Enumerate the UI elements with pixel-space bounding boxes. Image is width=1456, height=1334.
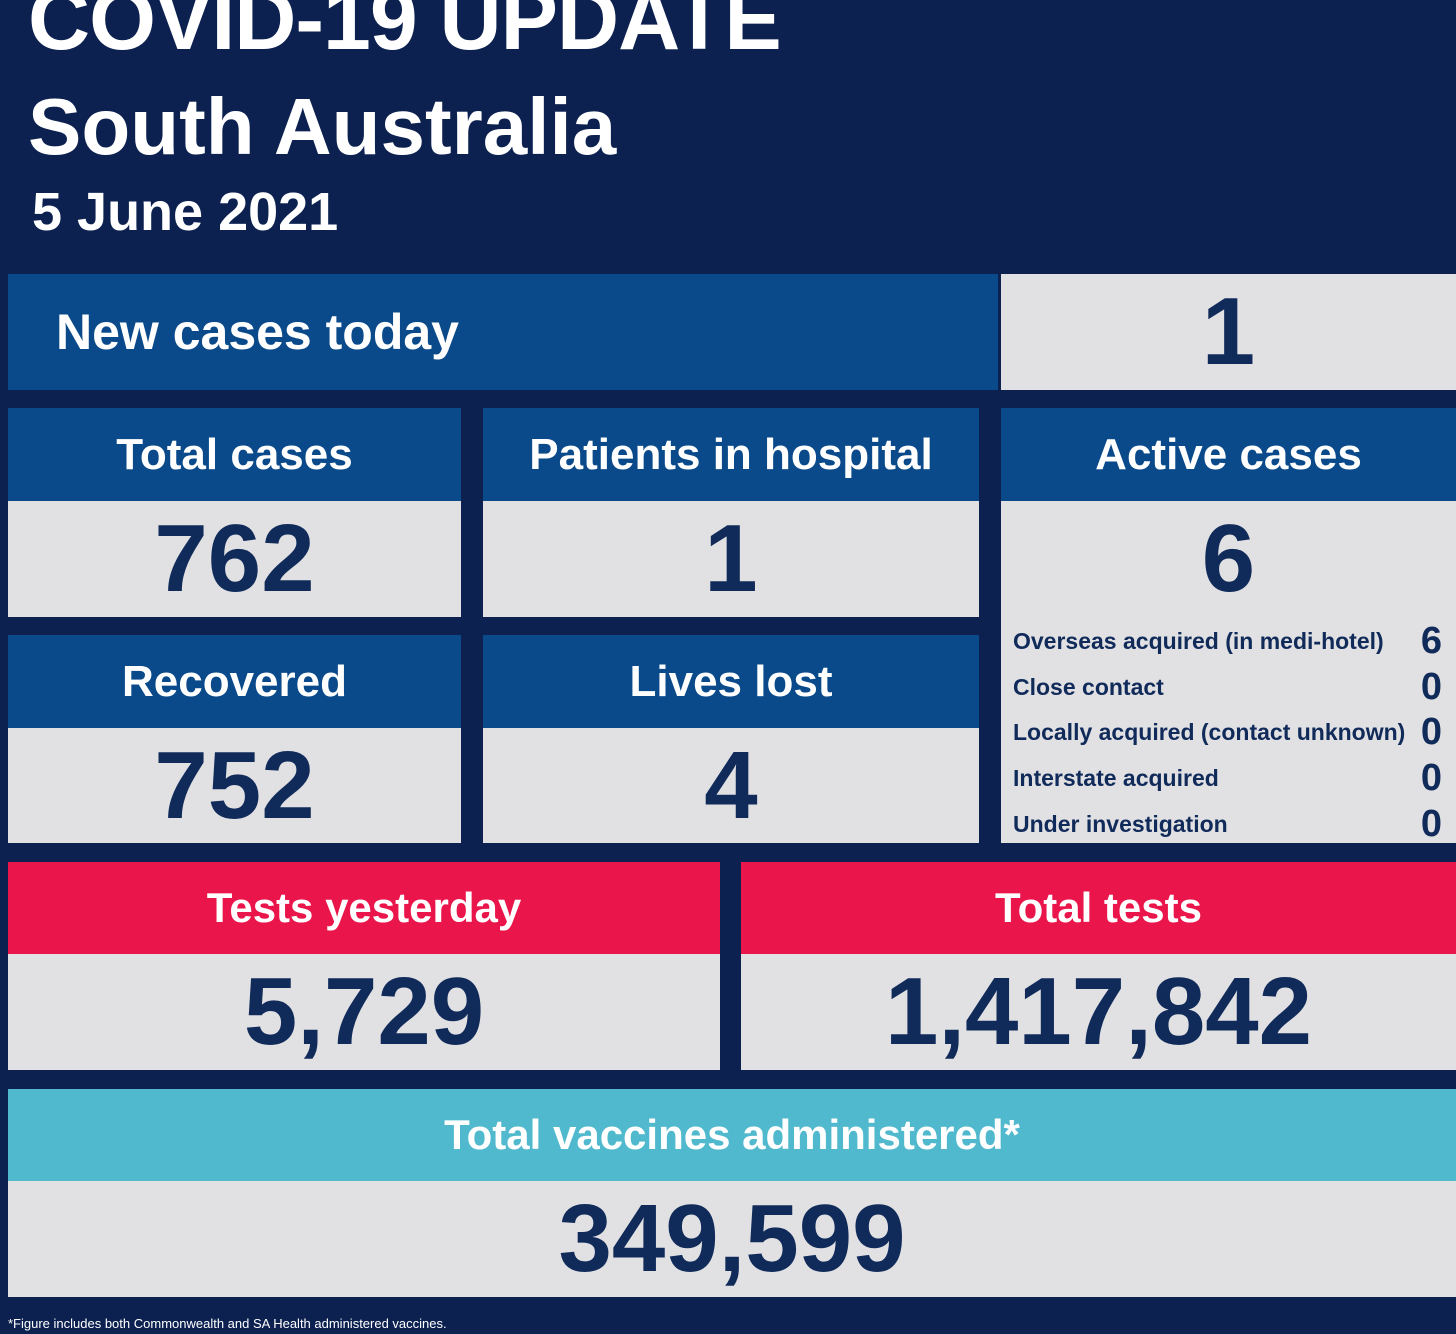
vaccines-label: Total vaccines administered* (8, 1089, 1456, 1181)
breakdown-value: 0 (1420, 665, 1442, 708)
breakdown-label: Locally acquired (contact unknown) (1013, 719, 1406, 746)
total-tests-value: 1,417,842 (741, 954, 1456, 1070)
footnote: *Figure includes both Commonwealth and S… (8, 1316, 447, 1331)
new-cases-label: New cases today (8, 274, 998, 390)
list-item: Overseas acquired (in medi-hotel) 6 (1013, 619, 1442, 665)
breakdown-value: 0 (1420, 802, 1442, 845)
total-cases-label: Total cases (8, 408, 461, 501)
hospital-value: 1 (483, 501, 979, 617)
tests-yesterday-label: Tests yesterday (8, 862, 720, 954)
lives-lost-label: Lives lost (483, 635, 979, 728)
recovered-label: Recovered (8, 635, 461, 728)
total-tests-label: Total tests (741, 862, 1456, 954)
active-cases-value: 6 (1001, 501, 1456, 617)
list-item: Close contact 0 (1013, 665, 1442, 711)
new-cases-value: 1 (1001, 274, 1456, 390)
breakdown-label: Interstate acquired (1013, 765, 1219, 792)
active-breakdown-list: Overseas acquired (in medi-hotel) 6 Clos… (1001, 617, 1456, 845)
tests-yesterday-value: 5,729 (8, 954, 720, 1070)
vaccines-value: 349,599 (8, 1181, 1456, 1297)
list-item: Locally acquired (contact unknown) 0 (1013, 710, 1442, 756)
breakdown-label: Under investigation (1013, 810, 1228, 837)
page-title: COVID-19 UPDATE (28, 0, 782, 68)
lives-lost-value: 4 (483, 728, 979, 843)
total-cases-value: 762 (8, 501, 461, 617)
report-date: 5 June 2021 (32, 182, 339, 242)
active-cases-label: Active cases (1001, 408, 1456, 501)
recovered-value: 752 (8, 728, 461, 843)
breakdown-value: 0 (1420, 711, 1442, 754)
hospital-label: Patients in hospital (483, 408, 979, 501)
region-title: South Australia (28, 82, 617, 171)
list-item: Under investigation 0 (1013, 801, 1442, 847)
breakdown-label: Close contact (1013, 673, 1164, 700)
breakdown-label: Overseas acquired (in medi-hotel) (1013, 628, 1384, 655)
breakdown-value: 0 (1420, 757, 1442, 800)
breakdown-value: 6 (1420, 620, 1442, 663)
list-item: Interstate acquired 0 (1013, 756, 1442, 802)
